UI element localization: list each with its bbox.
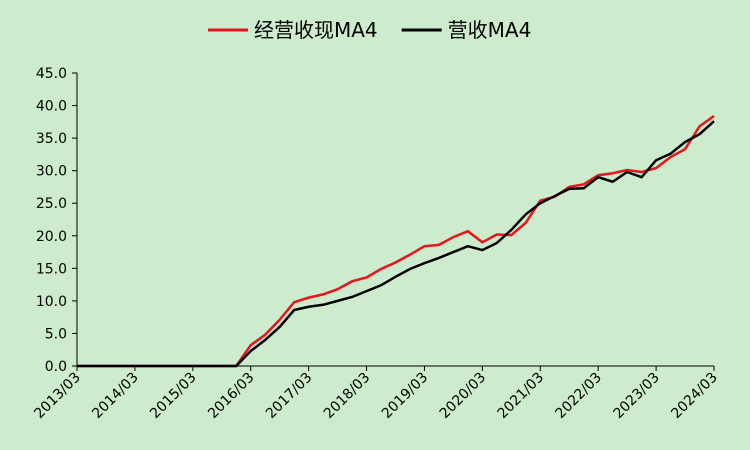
x-tick-label: 2018/03 (321, 370, 373, 422)
y-tick-label: 35.0 (36, 131, 67, 147)
x-tick-label: 2014/03 (89, 370, 141, 422)
x-tick-label: 2020/03 (437, 370, 489, 422)
x-tick-label: 2024/03 (668, 370, 720, 422)
y-tick-label: 5.0 (45, 326, 67, 342)
x-tick-label: 2019/03 (379, 370, 431, 422)
x-tick-label: 2022/03 (553, 370, 605, 422)
y-tick-label: 15.0 (36, 261, 67, 277)
y-tick-label: 10.0 (36, 294, 67, 310)
x-tick-label: 2023/03 (610, 370, 662, 422)
y-tick-label: 25.0 (36, 196, 67, 212)
y-tick-label: 20.0 (36, 229, 67, 245)
x-tick-label: 2017/03 (263, 370, 315, 422)
series-line (77, 114, 715, 368)
x-tick-label: 2015/03 (147, 370, 199, 422)
x-tick-label: 2013/03 (31, 370, 83, 422)
legend-label: 营收MA4 (448, 18, 532, 42)
legend-label: 经营收现MA4 (254, 18, 378, 42)
y-tick-label: 30.0 (36, 164, 67, 180)
y-tick-label: 40.0 (36, 99, 67, 115)
x-tick-label: 2016/03 (205, 370, 257, 422)
series-line (77, 120, 715, 368)
y-tick-label: 0.0 (45, 359, 67, 375)
y-tick-label: 45.0 (36, 66, 67, 82)
x-tick-label: 2021/03 (495, 370, 547, 422)
